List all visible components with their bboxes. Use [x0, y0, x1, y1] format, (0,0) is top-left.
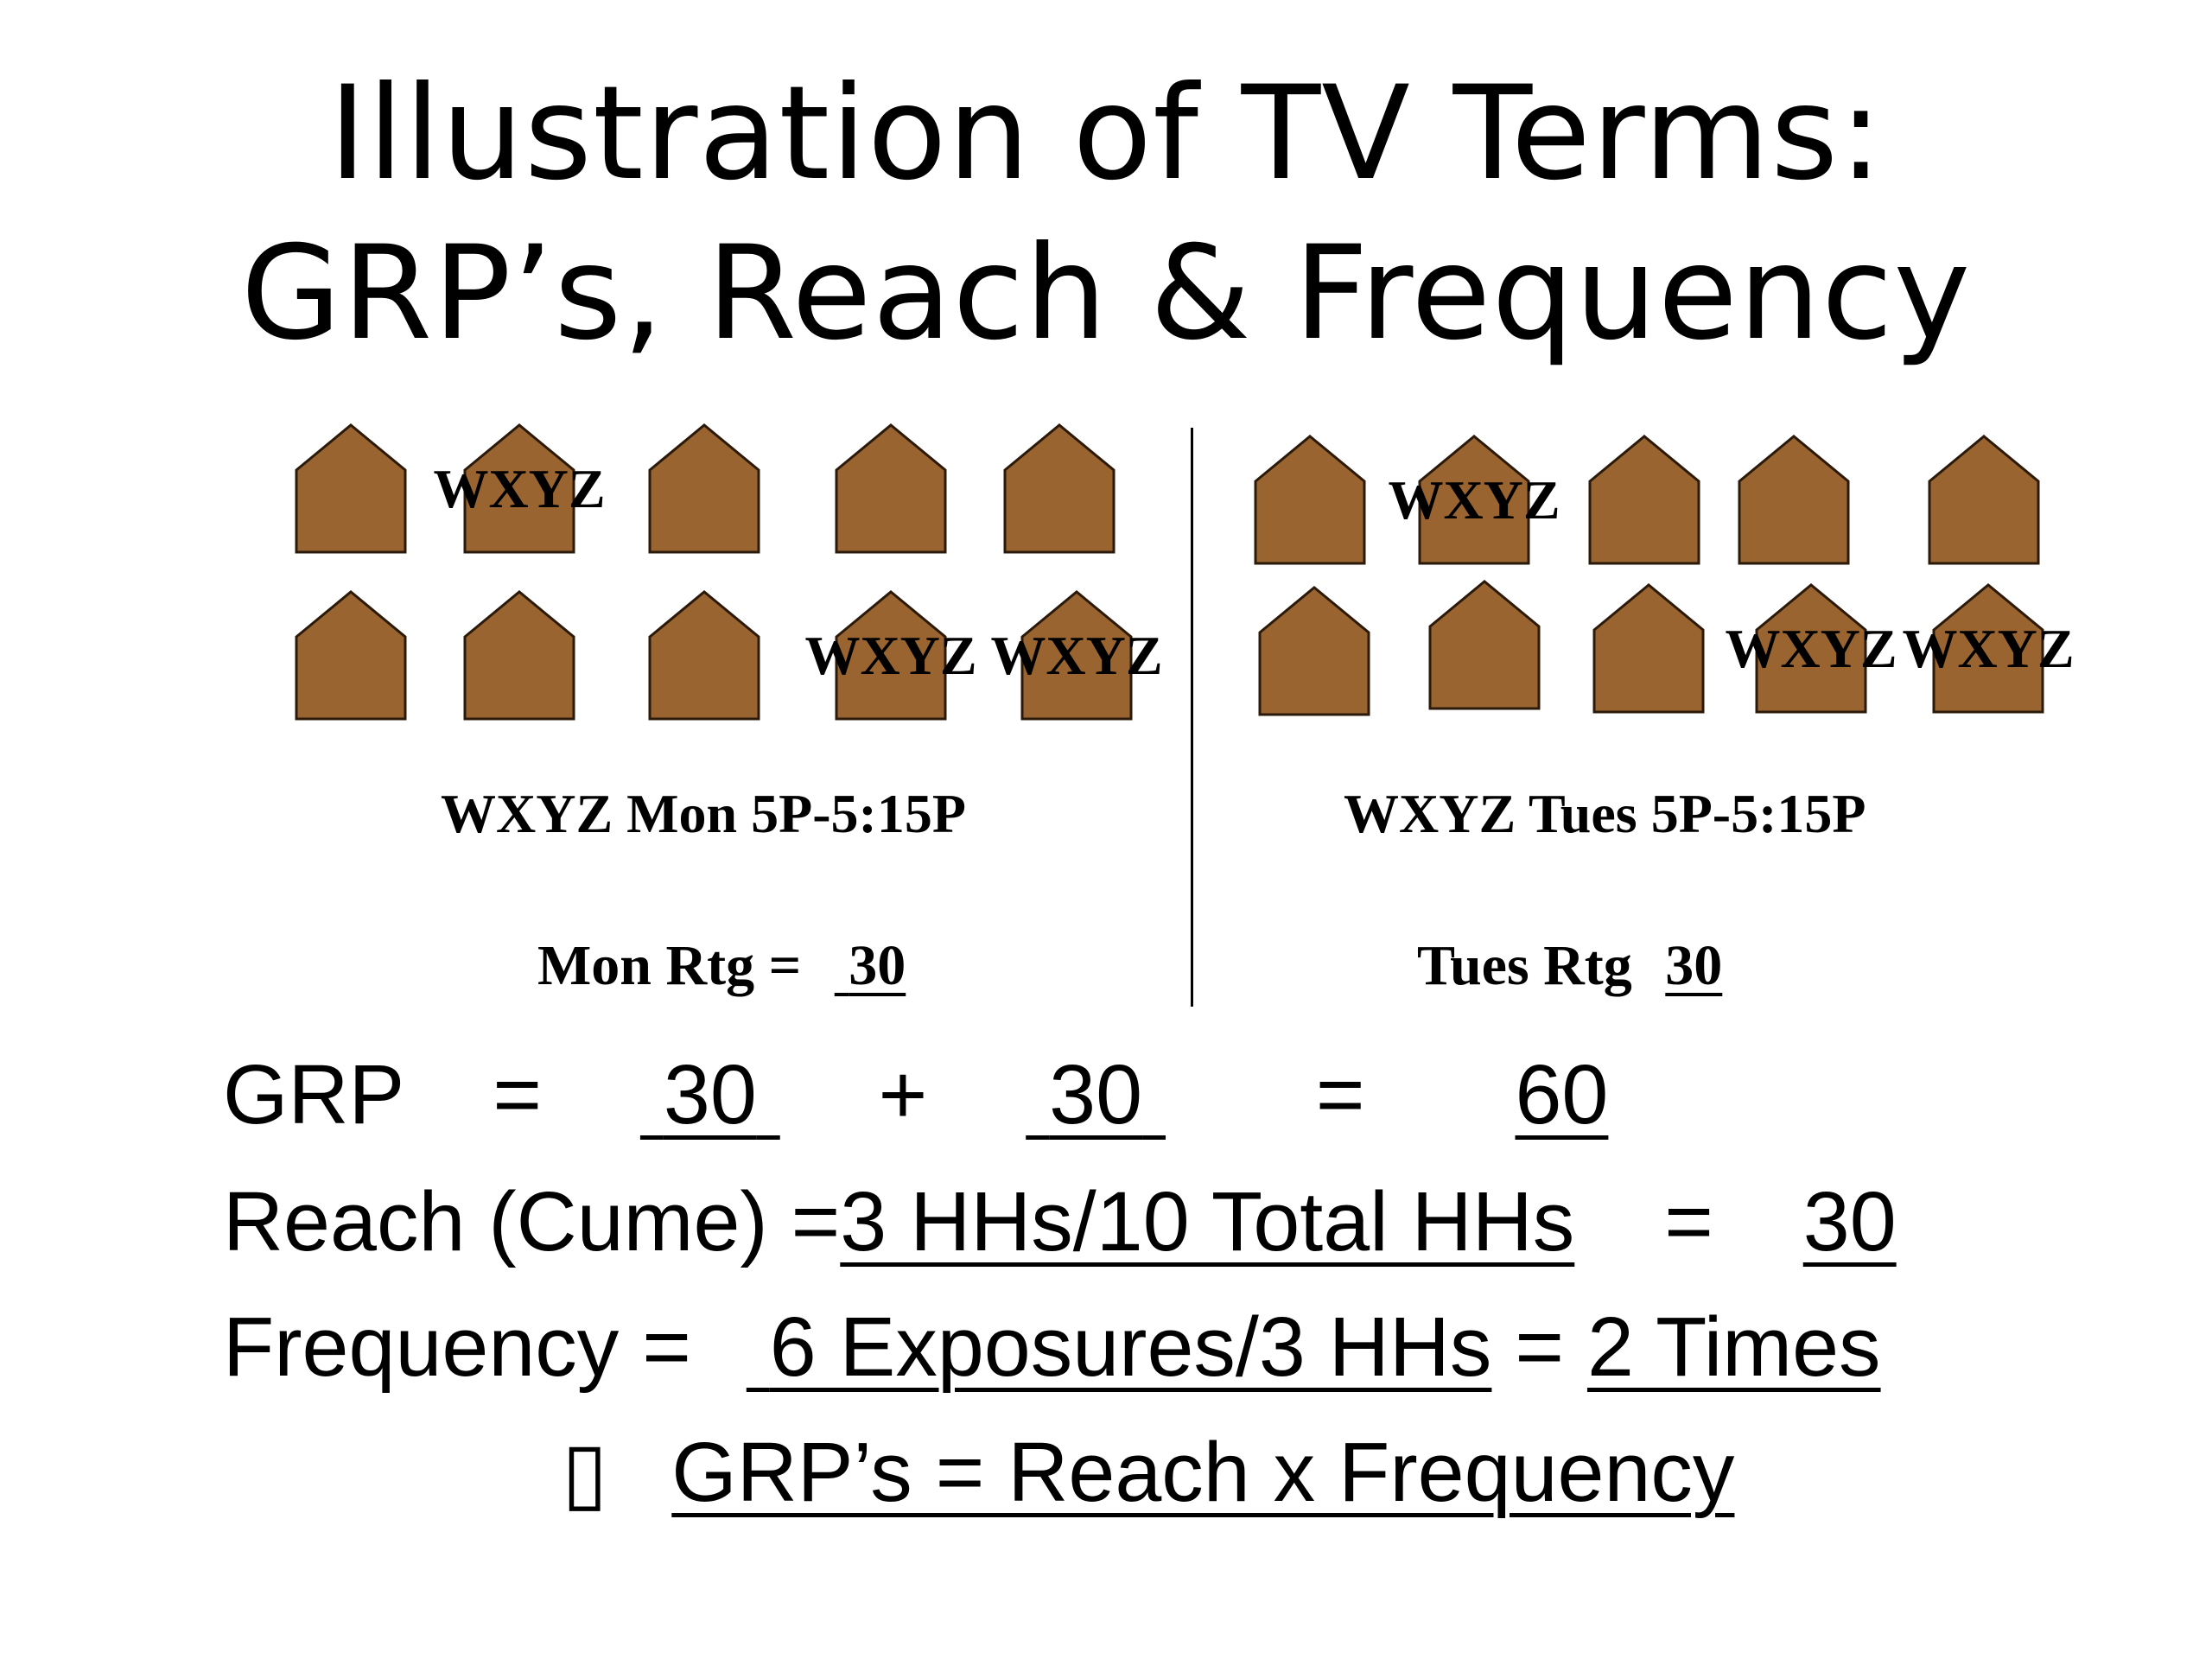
- reach-value: 30: [1802, 1174, 1897, 1268]
- slide-title-line-1: Illustration of TV Terms:: [328, 59, 1884, 209]
- household: [648, 590, 760, 721]
- monday-rating: Mon Rtg = 30: [537, 933, 906, 999]
- house-icon: [463, 423, 575, 554]
- household: [1258, 586, 1370, 716]
- reach-equation: Reach (Cume) =3 HHs/10 Total HHs = 30: [223, 1179, 1897, 1263]
- house-icon: [1755, 583, 1867, 714]
- reach-fraction: 3 HHs/10 Total HHs: [840, 1174, 1575, 1268]
- reach-label: Reach (Cume) =: [223, 1174, 841, 1268]
- frequency-fraction: 6 Exposures/3 HHs: [769, 1300, 1492, 1394]
- household: [1254, 435, 1366, 565]
- station-label: WXYZ: [1725, 618, 1897, 679]
- house-icon: [1428, 580, 1541, 710]
- station-label: WXYZ: [433, 458, 605, 519]
- household: [1588, 435, 1700, 565]
- monday-caption: WXYZ Mon 5P-5:15P: [441, 783, 966, 844]
- tuesday-rating-value: 30: [1665, 934, 1723, 997]
- house-icon: [1254, 435, 1366, 565]
- bullet-icon: ▯: [562, 1425, 608, 1519]
- house-icon: [295, 423, 407, 554]
- household-watching: WXYZ: [990, 590, 1163, 721]
- house-icon: [648, 423, 760, 554]
- grp-total: 60: [1515, 1047, 1609, 1141]
- household: [1428, 580, 1541, 710]
- household-watching: WXYZ: [1902, 583, 2075, 714]
- frequency-label: Frequency =: [223, 1300, 691, 1394]
- house-icon: [1932, 583, 2044, 714]
- grp-monday-value: 30: [663, 1047, 757, 1141]
- household: [463, 590, 575, 721]
- household-watching: WXYZ: [804, 590, 977, 721]
- summary-formula: ▯ GRP’s = Reach x Frequency: [562, 1430, 1734, 1514]
- station-label: WXYZ: [990, 625, 1162, 686]
- house-icon: [1592, 583, 1705, 714]
- house-icon: [1738, 435, 1850, 565]
- house-icon: [1258, 586, 1370, 716]
- reach-equals: =: [1664, 1174, 1713, 1268]
- day-divider-line: [1191, 428, 1193, 1007]
- grp-plus: +: [878, 1047, 928, 1141]
- tuesday-caption: WXYZ Tues 5P-5:15P: [1344, 783, 1866, 844]
- household: [1003, 423, 1116, 554]
- house-icon: [1020, 590, 1133, 721]
- household: [295, 590, 407, 721]
- grp-equals: =: [493, 1047, 543, 1141]
- grp-label: GRP: [223, 1047, 404, 1141]
- slide-title-line-2: GRP’s, Reach & Frequency: [240, 219, 1972, 369]
- household: [1928, 435, 2040, 565]
- grp-equals-total: =: [1315, 1047, 1365, 1141]
- monday-rating-label: Mon Rtg =: [537, 934, 802, 997]
- household: [295, 423, 407, 554]
- household: [835, 423, 947, 554]
- house-icon: [295, 590, 407, 721]
- household: [1738, 435, 1850, 565]
- grp-equation: GRP = 30 + 30 = 60: [223, 1052, 1608, 1136]
- frequency-equals: =: [1515, 1300, 1564, 1394]
- household-watching: WXYZ: [1725, 583, 1897, 714]
- grp-tuesday-value: 30: [1049, 1047, 1143, 1141]
- summary-text: GRP’s = Reach x Frequency: [671, 1425, 1735, 1519]
- tuesday-rating: Tues Rtg 30: [1417, 933, 1722, 999]
- frequency-equation: Frequency = 6 Exposures/3 HHs = 2 Times: [223, 1305, 1881, 1389]
- house-icon: [835, 423, 947, 554]
- house-icon: [648, 590, 760, 721]
- household: [1592, 583, 1705, 714]
- monday-rating-value: 30: [849, 934, 906, 997]
- station-label: WXYZ: [1902, 618, 2074, 679]
- house-icon: [1928, 435, 2040, 565]
- station-label: WXYZ: [804, 625, 976, 686]
- tuesday-rating-label: Tues Rtg: [1417, 934, 1632, 997]
- house-icon: [463, 590, 575, 721]
- household-watching: WXYZ: [1388, 435, 1560, 565]
- house-icon: [1418, 435, 1530, 565]
- household-watching: WXYZ: [433, 423, 606, 554]
- house-icon: [1003, 423, 1116, 554]
- station-label: WXYZ: [1388, 469, 1560, 531]
- frequency-value: 2 Times: [1586, 1300, 1881, 1394]
- household: [648, 423, 760, 554]
- house-icon: [835, 590, 947, 721]
- house-icon: [1588, 435, 1700, 565]
